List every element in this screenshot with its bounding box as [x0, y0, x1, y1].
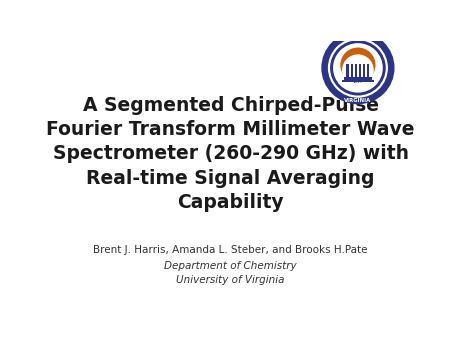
Ellipse shape [342, 54, 374, 86]
Text: A Segmented Chirped-Pulse
Fourier Transform Millimeter Wave
Spectrometer (260-29: A Segmented Chirped-Pulse Fourier Transf… [46, 96, 415, 212]
Bar [351, 64, 353, 78]
Text: Brent J. Harris, Amanda L. Steber, and Brooks H.Pate: Brent J. Harris, Amanda L. Steber, and B… [94, 245, 368, 255]
Bar [359, 64, 361, 78]
Text: UNIVERSITY OF: UNIVERSITY OF [335, 33, 381, 38]
Ellipse shape [333, 43, 383, 93]
Bar [346, 64, 349, 78]
Ellipse shape [330, 40, 386, 96]
Ellipse shape [328, 38, 388, 98]
Bar [367, 64, 369, 78]
Bar [344, 77, 372, 80]
Text: University of Virginia: University of Virginia [176, 275, 285, 285]
Text: VIRGINIA: VIRGINIA [344, 98, 372, 103]
Text: 1819: 1819 [353, 80, 363, 84]
Text: Department of Chemistry: Department of Chemistry [164, 261, 297, 271]
Bar [342, 80, 374, 82]
Bar [355, 64, 357, 78]
Ellipse shape [321, 31, 395, 104]
Ellipse shape [340, 48, 375, 82]
Bar [363, 64, 365, 78]
